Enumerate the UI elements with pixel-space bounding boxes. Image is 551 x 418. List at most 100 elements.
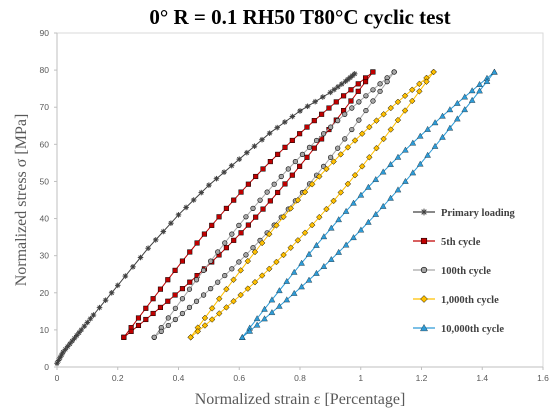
series-layer	[54, 68, 498, 367]
data-point	[323, 205, 330, 213]
x-tick-label: 0.2	[112, 373, 124, 383]
series-100th-cycle	[151, 69, 397, 340]
data-point	[349, 105, 355, 111]
data-point	[439, 133, 446, 140]
marker-stroke	[153, 237, 159, 243]
marker-stroke	[305, 104, 310, 109]
data-point	[446, 106, 454, 113]
data-point	[229, 266, 235, 272]
data-point	[172, 267, 178, 273]
data-point	[259, 136, 265, 143]
series-5th-cycle	[121, 69, 376, 340]
data-point	[282, 119, 288, 125]
data-point	[384, 79, 390, 85]
data-point	[313, 269, 320, 276]
data-point	[476, 81, 483, 87]
data-point	[165, 298, 171, 304]
data-point	[266, 230, 273, 238]
data-point	[172, 316, 178, 323]
data-point	[266, 130, 273, 136]
data-point	[236, 156, 243, 162]
data-point	[424, 151, 431, 158]
data-point	[387, 104, 394, 112]
marker-stroke	[130, 264, 136, 270]
data-point	[319, 136, 325, 142]
data-point	[333, 99, 339, 105]
data-point	[194, 240, 200, 246]
x-tick-label: 0.4	[173, 373, 185, 383]
data-point	[238, 189, 244, 195]
legend-marker	[420, 208, 428, 216]
legend-label: 5th cycle	[441, 237, 481, 248]
data-point	[96, 304, 103, 311]
data-point	[299, 151, 306, 157]
data-point	[330, 197, 337, 205]
data-point	[304, 124, 310, 130]
data-point	[165, 315, 171, 321]
marker-stroke	[252, 143, 257, 149]
data-point	[294, 196, 302, 204]
data-point	[222, 240, 228, 246]
marker-stroke	[91, 312, 96, 318]
data-point	[172, 305, 178, 311]
data-point	[216, 214, 222, 220]
y-axis-ticks: 0 10 20 30 40 50 60 70 80 90	[40, 28, 57, 372]
legend-label: 10,000th cycle	[441, 324, 504, 335]
data-point	[187, 249, 193, 255]
data-point	[223, 205, 229, 211]
data-point	[251, 143, 258, 149]
data-point	[305, 276, 313, 283]
marker-stroke	[115, 283, 121, 288]
y-tick-label: 10	[40, 325, 50, 335]
data-point	[201, 322, 209, 329]
data-point	[282, 181, 288, 187]
legend-label: Primary loading	[441, 208, 516, 219]
data-point	[201, 267, 207, 273]
data-point	[363, 93, 369, 99]
data-point	[351, 171, 359, 179]
marker-stroke	[259, 137, 265, 142]
data-point	[208, 305, 216, 312]
data-point	[326, 105, 332, 111]
series-1-000th-cycle	[187, 68, 437, 341]
data-point	[290, 268, 298, 275]
data-point	[289, 172, 295, 178]
data-point	[128, 328, 134, 334]
data-point	[409, 139, 417, 146]
data-point	[373, 117, 380, 124]
data-point	[342, 207, 350, 214]
y-tick-label: 60	[40, 139, 50, 149]
data-point	[316, 173, 323, 180]
marker-stroke	[290, 114, 295, 119]
data-point	[231, 237, 237, 243]
y-tick-label: 40	[40, 214, 50, 224]
data-point	[261, 305, 268, 312]
data-point	[245, 181, 251, 187]
data-point	[208, 316, 216, 323]
data-point	[246, 327, 253, 334]
data-point	[387, 194, 394, 201]
data-point	[380, 135, 387, 143]
data-point	[306, 144, 313, 150]
data-point	[380, 111, 387, 118]
data-point	[461, 93, 468, 100]
data-point	[387, 161, 394, 167]
data-point	[304, 154, 310, 160]
legend-item-100th-cycle: 100th cycle	[413, 266, 491, 277]
data-point	[253, 321, 261, 328]
data-point	[356, 117, 362, 123]
data-point	[267, 159, 273, 165]
data-point	[348, 98, 354, 104]
data-point	[350, 234, 357, 241]
data-point	[194, 328, 202, 335]
data-point	[150, 296, 156, 302]
data-point	[446, 124, 454, 131]
data-point	[289, 137, 295, 143]
data-point	[370, 98, 376, 104]
data-point	[278, 173, 284, 180]
data-point	[158, 328, 164, 334]
data-point	[160, 228, 167, 235]
marker-stroke	[352, 71, 357, 77]
data-point	[301, 229, 309, 237]
data-point	[260, 206, 266, 212]
